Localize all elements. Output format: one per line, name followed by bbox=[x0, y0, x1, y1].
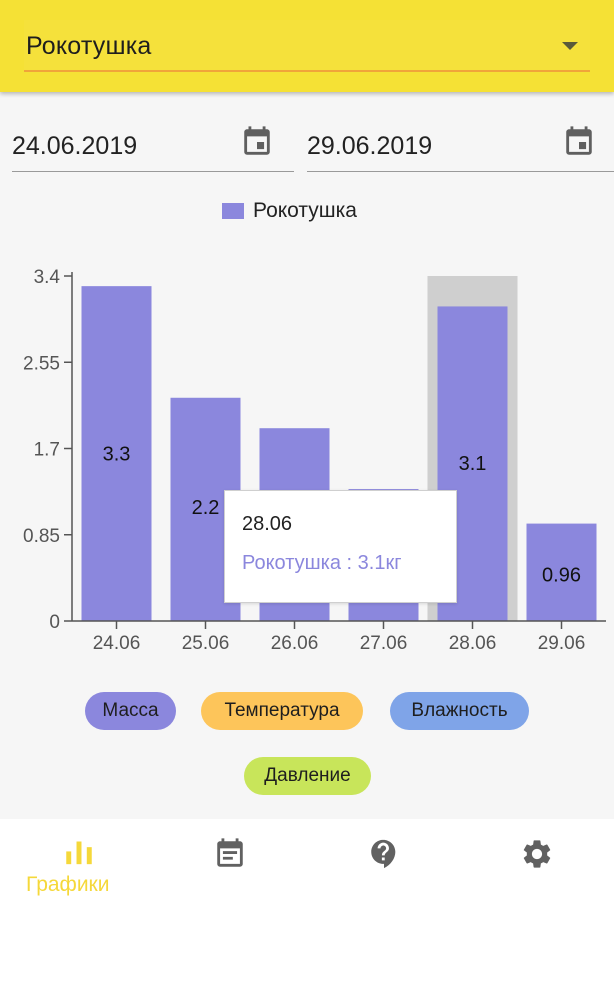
dropdown-arrow-icon bbox=[562, 42, 578, 50]
x-tick-label: 27.06 bbox=[360, 633, 408, 654]
bar-data-label: 2.2 bbox=[192, 497, 220, 519]
chip-mass[interactable]: Масса bbox=[85, 692, 176, 730]
y-tick-label: 0 bbox=[49, 612, 60, 633]
bar-data-label: 3.3 bbox=[103, 443, 131, 465]
bar bbox=[526, 523, 597, 621]
nav-label-charts: Графики bbox=[26, 873, 110, 896]
nav-item-help[interactable] bbox=[307, 819, 460, 909]
bar-data-label: 0.96 bbox=[542, 565, 581, 587]
top-app-bar: Рокотушка bbox=[0, 0, 614, 92]
calendar-icon[interactable] bbox=[562, 124, 596, 160]
legend-swatch bbox=[222, 203, 244, 219]
nav-item-calendar[interactable] bbox=[153, 819, 306, 909]
gear-icon bbox=[523, 840, 551, 868]
chart-tooltip: 28.06 Рокотушка : 3.1кг bbox=[224, 490, 457, 603]
legend-label: Рокотушка bbox=[253, 199, 357, 222]
y-tick-label: 1.7 bbox=[34, 440, 60, 461]
calendar-notes-icon bbox=[217, 838, 243, 867]
help-icon bbox=[371, 839, 396, 869]
x-tick-label: 24.06 bbox=[93, 633, 141, 654]
x-tick-label: 25.06 bbox=[182, 633, 230, 654]
nav-item-settings[interactable] bbox=[460, 819, 613, 909]
pet-select-dropdown[interactable]: Рокотушка bbox=[24, 20, 590, 72]
nav-item-charts[interactable]: Графики bbox=[0, 819, 153, 909]
date-to-field[interactable]: 29.06.2019 bbox=[307, 120, 614, 172]
bottom-navigation: Графики bbox=[0, 819, 614, 983]
bar-chart-icon bbox=[66, 841, 92, 865]
x-tick-label: 28.06 bbox=[449, 633, 497, 654]
chart-panel: 24.06.2019 29.06.2019 Рокотушка 0 0.85 1.7… bbox=[0, 92, 614, 819]
y-tick-label: 0.85 bbox=[23, 526, 60, 547]
y-tick-label: 2.55 bbox=[23, 353, 60, 374]
bar bbox=[81, 286, 152, 621]
chip-humidity[interactable]: Влажность bbox=[390, 692, 529, 730]
calendar-icon[interactable] bbox=[240, 124, 274, 160]
date-from-field[interactable]: 24.06.2019 bbox=[12, 120, 294, 172]
x-tick-label: 26.06 bbox=[271, 633, 319, 654]
chip-pressure[interactable]: Давление bbox=[244, 757, 371, 795]
y-tick-label: 3.4 bbox=[34, 267, 61, 288]
chip-temperature[interactable]: Температура bbox=[201, 692, 363, 730]
bar-data-label: 3.1 bbox=[459, 453, 487, 475]
pet-select-value: Рокотушка bbox=[26, 32, 152, 60]
tooltip-title: 28.06 bbox=[242, 513, 293, 535]
x-tick-label: 29.06 bbox=[538, 633, 586, 654]
date-from-value: 24.06.2019 bbox=[12, 132, 138, 160]
tooltip-value: Рокотушка : 3.1кг bbox=[242, 552, 402, 574]
date-to-value: 29.06.2019 bbox=[307, 132, 433, 160]
